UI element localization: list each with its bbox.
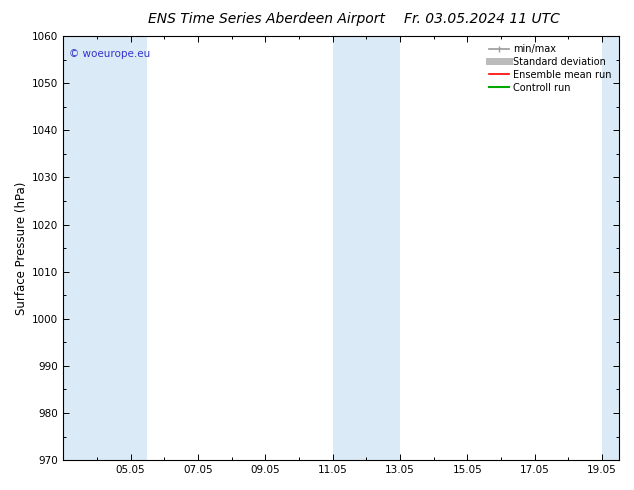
Text: Fr. 03.05.2024 11 UTC: Fr. 03.05.2024 11 UTC	[404, 12, 560, 26]
Text: ENS Time Series Aberdeen Airport: ENS Time Series Aberdeen Airport	[148, 12, 385, 26]
Bar	[333, 36, 400, 460]
Text: © woeurope.eu: © woeurope.eu	[69, 49, 150, 59]
Legend: min/max, Standard deviation, Ensemble mean run, Controll run: min/max, Standard deviation, Ensemble me…	[486, 41, 614, 96]
Y-axis label: Surface Pressure (hPa): Surface Pressure (hPa)	[15, 181, 28, 315]
Bar	[602, 36, 619, 460]
Bar	[63, 36, 148, 460]
